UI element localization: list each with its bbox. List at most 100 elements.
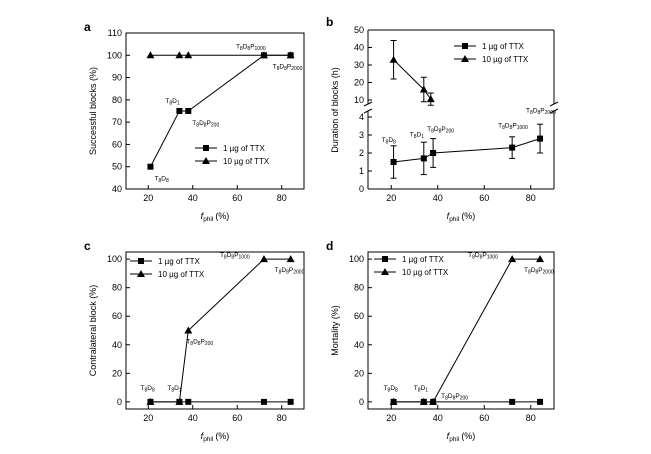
data-point bbox=[537, 135, 544, 142]
y-tick-label: 1 bbox=[359, 166, 364, 176]
data-point bbox=[175, 397, 184, 405]
x-tick-label: 40 bbox=[433, 193, 443, 203]
annotation-base: T bbox=[498, 123, 502, 130]
legend-label: 10 µg of TTX bbox=[223, 157, 270, 166]
x-tick-label: 40 bbox=[433, 413, 443, 423]
panel-c: c 20 40 60 80 0 20 40 60 80 100 fphil (%) Contralater… bbox=[84, 239, 305, 443]
annotation-part: 8 bbox=[158, 178, 161, 184]
series-line bbox=[150, 54, 291, 167]
annotation-part: P bbox=[540, 108, 544, 115]
axis-break-mark bbox=[363, 108, 373, 114]
annotation-part: 8 bbox=[538, 110, 541, 116]
x-label-main: f bbox=[447, 211, 451, 221]
y-tick-label: 0 bbox=[359, 184, 364, 194]
annotation-part: 8 bbox=[196, 123, 199, 129]
x-label-main: f bbox=[201, 431, 205, 441]
data-point bbox=[184, 326, 193, 334]
annotation-part: 8 bbox=[224, 255, 227, 261]
data-point bbox=[176, 108, 183, 114]
annotation-base: T bbox=[154, 176, 158, 183]
data-point bbox=[509, 144, 516, 151]
annotation-part: 8 bbox=[277, 66, 280, 72]
y-tick-label: 70 bbox=[112, 117, 122, 127]
point-annotation: T8D8 bbox=[154, 176, 168, 185]
annotation-part: P bbox=[289, 267, 293, 274]
annotation-part: P bbox=[538, 267, 542, 274]
annotation-part: 1000 bbox=[255, 46, 266, 52]
legend-marker-triangle bbox=[381, 268, 389, 275]
annotation-part: D bbox=[199, 120, 204, 127]
x-axis-label: fphil (%) bbox=[201, 431, 230, 443]
annotation-base: T bbox=[192, 120, 196, 127]
annotation-part: D bbox=[161, 176, 166, 183]
y-tick-label: 20 bbox=[354, 368, 364, 378]
x-label-unit: (%) bbox=[461, 211, 475, 221]
data-point bbox=[286, 255, 295, 263]
y-tick-label: 90 bbox=[112, 73, 122, 83]
x-label-unit: (%) bbox=[215, 431, 229, 441]
data-point bbox=[287, 398, 294, 405]
annotation-part: 200 bbox=[205, 341, 214, 347]
y-tick-label: 30 bbox=[354, 60, 364, 70]
annotation-part: 8 bbox=[528, 270, 531, 276]
annotation-part: D bbox=[421, 385, 426, 392]
data-point bbox=[185, 108, 192, 114]
legend-marker-triangle bbox=[137, 270, 145, 277]
annotation-part: 8 bbox=[453, 395, 456, 401]
annotation-part: 8 bbox=[530, 110, 533, 116]
annotation-part: P bbox=[287, 63, 291, 70]
plot-frame bbox=[125, 32, 305, 190]
data-point bbox=[389, 397, 398, 405]
x-tick-label: 60 bbox=[479, 193, 489, 203]
annotation-base: T bbox=[140, 385, 144, 392]
y-tick-label: 60 bbox=[112, 139, 122, 149]
annotation-part: P bbox=[250, 43, 254, 50]
y-tick-label: 80 bbox=[112, 283, 122, 293]
legend-marker-triangle bbox=[461, 55, 469, 62]
annotation-part: P bbox=[441, 126, 445, 133]
annotation-part: 8 bbox=[386, 140, 389, 146]
x-label-sub: phil bbox=[449, 216, 460, 223]
annotation-part: 8 bbox=[166, 178, 169, 184]
legend-label: 1 µg of TTX bbox=[402, 255, 444, 264]
x-label-unit: (%) bbox=[461, 431, 475, 441]
annotation-part: 1 bbox=[177, 101, 180, 107]
y-tick-label: 100 bbox=[107, 50, 122, 60]
y-tick-label: 40 bbox=[354, 340, 364, 350]
annotation-part: D bbox=[227, 252, 232, 259]
point-annotation: T8D8 bbox=[140, 385, 154, 394]
panel-a: a 20 40 60 80 40 50 60 70 80 90 100 110 fphil (%) Succe… bbox=[84, 20, 305, 223]
y-axis-label: Successful blocks (%) bbox=[88, 67, 98, 155]
data-point bbox=[389, 55, 398, 63]
x-tick-label: 60 bbox=[479, 413, 489, 423]
panel-b: b 20 40 60 80 10 20 30 40 50 0 1 2 3 4 fphil (%) Duration… bbox=[326, 15, 559, 223]
annotation-part: 1 bbox=[425, 387, 428, 393]
annotation-part: 8 bbox=[171, 387, 174, 393]
annotation-part: D bbox=[279, 63, 284, 70]
data-point bbox=[260, 398, 267, 405]
y-axis-label: Duration of blocks (h) bbox=[330, 67, 340, 153]
data-point bbox=[536, 255, 545, 263]
annotation-part: D bbox=[147, 385, 152, 392]
annotation-base: T bbox=[384, 385, 388, 392]
annotation-base: T bbox=[410, 131, 414, 138]
x-tick-label: 80 bbox=[277, 193, 287, 203]
point-annotation: T8D8P200 bbox=[192, 120, 219, 129]
annotation-part: 8 bbox=[240, 46, 243, 52]
annotation-part: 8 bbox=[198, 341, 201, 347]
annotation-base: T bbox=[220, 252, 224, 259]
annotation-part: 8 bbox=[393, 140, 396, 146]
annotation-part: 1 bbox=[421, 134, 424, 140]
annotation-part: 8 bbox=[286, 270, 289, 276]
panel-letter: c bbox=[84, 239, 91, 253]
point-annotation: T8D8 bbox=[384, 385, 398, 394]
x-axis-label: fphil (%) bbox=[447, 211, 476, 223]
annotation-part: 2000 bbox=[291, 66, 302, 72]
x-tick-label: 40 bbox=[188, 193, 198, 203]
point-annotation: T8D8P200 bbox=[441, 393, 468, 402]
data-point bbox=[175, 51, 184, 59]
annotation-part: 8 bbox=[284, 66, 287, 72]
annotation-part: D bbox=[505, 123, 510, 130]
annotation-part: 8 bbox=[152, 387, 155, 393]
x-label-main: f bbox=[447, 431, 451, 441]
